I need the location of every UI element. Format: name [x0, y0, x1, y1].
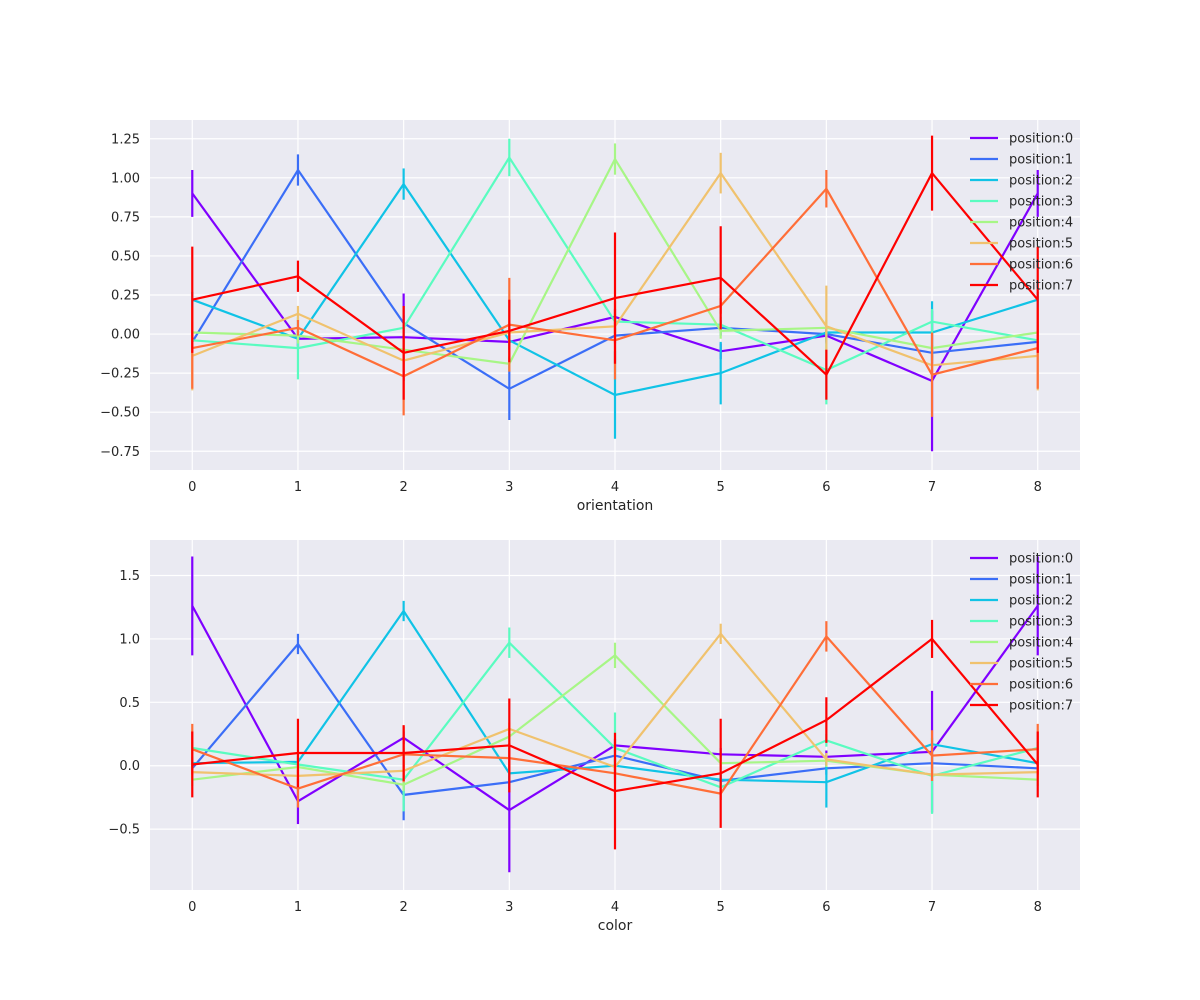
- y-tick-label: 0.5: [119, 696, 140, 711]
- y-tick-label: 1.25: [111, 132, 140, 147]
- legend-label: position:0: [1009, 132, 1073, 147]
- legend-item: position:6: [970, 678, 1073, 693]
- legend-label: position:2: [1009, 174, 1073, 189]
- legend-item: position:4: [970, 216, 1073, 231]
- legend-item: position:7: [970, 279, 1073, 294]
- x-axis-label: orientation: [577, 498, 654, 514]
- chart-panel-0: −0.75 −0.50 −0.25 0.00 0.25 0.50 0.75 1.00 1.25 0…: [100, 120, 1080, 514]
- legend-item: position:0: [970, 132, 1073, 147]
- x-tick-label: 4: [611, 900, 619, 915]
- y-tick-label: 0.25: [111, 289, 140, 304]
- legend-label: position:6: [1009, 678, 1073, 693]
- x-tick-label: 5: [717, 480, 725, 495]
- legend-item: position:3: [970, 195, 1073, 210]
- y-tick-label: −0.75: [100, 445, 140, 460]
- legend-label: position:3: [1009, 615, 1073, 630]
- y-tick-label: 1.5: [119, 569, 140, 584]
- y-tick-label: 0.75: [111, 210, 140, 225]
- legend-item: position:3: [970, 615, 1073, 630]
- y-tick-label: 0.50: [111, 249, 140, 264]
- x-tick-label: 2: [399, 900, 407, 915]
- x-tick-label: 2: [399, 480, 407, 495]
- legend-label: position:7: [1009, 699, 1073, 714]
- x-tick-label: 4: [611, 480, 619, 495]
- legend-item: position:1: [970, 153, 1073, 168]
- series-line: [192, 171, 1039, 377]
- legend-label: position:1: [1009, 153, 1073, 168]
- legend-item: position:6: [970, 258, 1073, 273]
- x-tick-label: 5: [717, 900, 725, 915]
- legend-label: position:4: [1009, 216, 1073, 231]
- x-tick-label: 7: [928, 480, 936, 495]
- y-tick-label: −0.5: [108, 823, 140, 838]
- legend: position:0 position:1 position:2 position:3…: [970, 132, 1073, 294]
- legend-item: position:2: [970, 594, 1073, 609]
- legend-item: position:2: [970, 174, 1073, 189]
- legend-label: position:0: [1009, 552, 1073, 567]
- series-7: [191, 135, 1039, 400]
- legend-item: position:1: [970, 573, 1073, 588]
- legend-label: position:6: [1009, 258, 1073, 273]
- x-tick-label: 7: [928, 900, 936, 915]
- series-7: [191, 619, 1039, 850]
- y-tick-label: −0.50: [100, 406, 140, 421]
- x-tick-label: 8: [1034, 900, 1042, 915]
- x-tick-label: 1: [294, 480, 302, 495]
- x-axis-label: color: [598, 918, 633, 934]
- legend-label: position:1: [1009, 573, 1073, 588]
- legend-label: position:2: [1009, 594, 1073, 609]
- x-tick-label: 0: [188, 900, 196, 915]
- legend-item: position:4: [970, 636, 1073, 651]
- x-tick-label: 1: [294, 900, 302, 915]
- legend: position:0 position:1 position:2 position:3…: [970, 552, 1073, 714]
- x-tick-label: 6: [822, 480, 830, 495]
- x-tick-label: 8: [1034, 480, 1042, 495]
- legend-label: position:4: [1009, 636, 1073, 651]
- legend-label: position:5: [1009, 237, 1073, 252]
- y-tick-label: 0.00: [111, 328, 140, 343]
- y-tick-label: 0.0: [119, 759, 140, 774]
- legend-label: position:7: [1009, 279, 1073, 294]
- legend-item: position:5: [970, 237, 1073, 252]
- series-line: [192, 156, 1038, 365]
- x-tick-label: 0: [188, 480, 196, 495]
- y-tick-label: 1.00: [111, 171, 140, 186]
- y-tick-label: −0.25: [100, 367, 140, 382]
- legend-item: position:7: [970, 699, 1073, 714]
- x-tick-label: 3: [505, 900, 513, 915]
- chart-panel-1: −0.5 0.0 0.5 1.0 1.5 0 1 2 3 4 5 6 7 8 color position:0…: [108, 540, 1080, 934]
- legend-item: position:0: [970, 552, 1073, 567]
- y-tick-label: 1.0: [119, 632, 140, 647]
- series-line: [192, 637, 1039, 793]
- legend-label: position:3: [1009, 195, 1073, 210]
- legend-item: position:5: [970, 657, 1073, 672]
- legend-label: position:5: [1009, 657, 1073, 672]
- series-line: [191, 182, 1039, 397]
- x-tick-label: 6: [822, 900, 830, 915]
- x-tick-label: 3: [505, 480, 513, 495]
